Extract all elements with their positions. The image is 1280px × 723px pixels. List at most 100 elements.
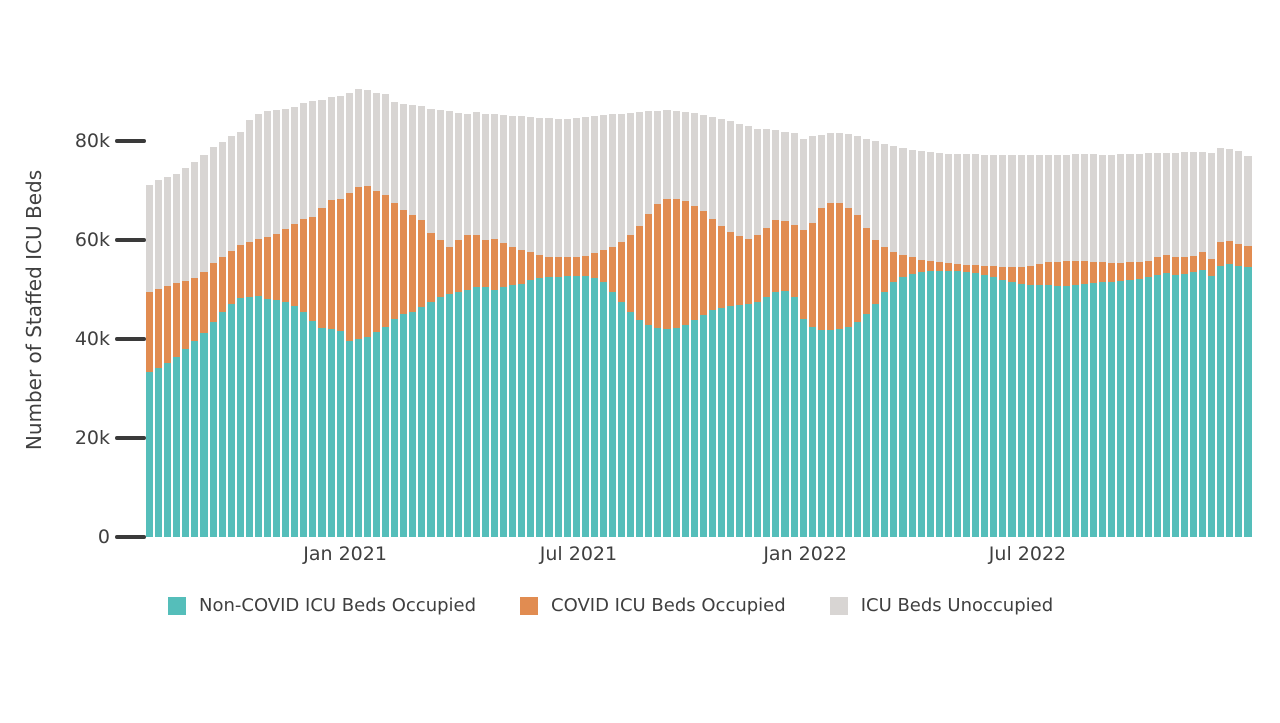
non-covid-segment[interactable] <box>1235 265 1243 537</box>
unoccupied-segment[interactable] <box>799 138 807 231</box>
unoccupied-segment[interactable] <box>944 153 952 263</box>
stacked-bar[interactable] <box>382 93 390 537</box>
stacked-bar[interactable] <box>227 136 235 537</box>
covid-segment[interactable] <box>926 261 934 272</box>
stacked-bar[interactable] <box>590 116 598 537</box>
stacked-bar[interactable] <box>218 142 226 537</box>
non-covid-segment[interactable] <box>663 329 671 537</box>
unoccupied-segment[interactable] <box>881 143 889 248</box>
stacked-bar[interactable] <box>1244 155 1252 537</box>
unoccupied-segment[interactable] <box>518 116 526 250</box>
stacked-bar[interactable] <box>282 108 290 537</box>
unoccupied-segment[interactable] <box>999 154 1007 267</box>
unoccupied-segment[interactable] <box>1226 148 1234 241</box>
stacked-bar[interactable] <box>899 148 907 537</box>
covid-segment[interactable] <box>1180 257 1188 274</box>
non-covid-segment[interactable] <box>1026 284 1034 537</box>
covid-segment[interactable] <box>681 201 689 326</box>
unoccupied-segment[interactable] <box>445 110 453 247</box>
unoccupied-segment[interactable] <box>863 138 871 228</box>
unoccupied-segment[interactable] <box>1162 152 1170 255</box>
non-covid-segment[interactable] <box>318 328 326 537</box>
unoccupied-segment[interactable] <box>318 99 326 208</box>
stacked-bar[interactable] <box>1217 148 1225 537</box>
non-covid-segment[interactable] <box>481 287 489 537</box>
covid-segment[interactable] <box>164 285 172 363</box>
unoccupied-segment[interactable] <box>309 100 317 218</box>
unoccupied-segment[interactable] <box>554 118 562 258</box>
non-covid-segment[interactable] <box>872 304 880 537</box>
non-covid-segment[interactable] <box>200 332 208 537</box>
stacked-bar[interactable] <box>845 134 853 537</box>
non-covid-segment[interactable] <box>218 311 226 537</box>
non-covid-segment[interactable] <box>1199 269 1207 537</box>
unoccupied-segment[interactable] <box>164 177 172 286</box>
covid-segment[interactable] <box>309 217 317 322</box>
stacked-bar[interactable] <box>1108 154 1116 537</box>
non-covid-segment[interactable] <box>717 307 725 537</box>
stacked-bar[interactable] <box>990 154 998 537</box>
unoccupied-segment[interactable] <box>200 155 208 273</box>
stacked-bar[interactable] <box>1153 153 1161 537</box>
stacked-bar[interactable] <box>1044 154 1052 537</box>
non-covid-segment[interactable] <box>509 284 517 537</box>
covid-segment[interactable] <box>899 254 907 278</box>
unoccupied-segment[interactable] <box>282 108 290 230</box>
unoccupied-segment[interactable] <box>327 96 335 200</box>
unoccupied-segment[interactable] <box>808 136 816 223</box>
stacked-bar[interactable] <box>1235 150 1243 537</box>
unoccupied-segment[interactable] <box>590 116 598 254</box>
non-covid-segment[interactable] <box>981 274 989 537</box>
covid-segment[interactable] <box>382 195 390 327</box>
stacked-bar[interactable] <box>400 103 408 537</box>
covid-segment[interactable] <box>300 219 308 312</box>
stacked-bar[interactable] <box>699 115 707 537</box>
unoccupied-segment[interactable] <box>599 115 607 250</box>
unoccupied-segment[interactable] <box>1081 154 1089 262</box>
stacked-bar[interactable] <box>963 154 971 537</box>
non-covid-segment[interactable] <box>654 328 662 537</box>
non-covid-segment[interactable] <box>518 283 526 537</box>
unoccupied-segment[interactable] <box>963 154 971 265</box>
non-covid-segment[interactable] <box>554 276 562 537</box>
unoccupied-segment[interactable] <box>890 145 898 253</box>
covid-segment[interactable] <box>699 211 707 316</box>
covid-segment[interactable] <box>1235 243 1243 266</box>
stacked-bar[interactable] <box>236 132 244 537</box>
unoccupied-segment[interactable] <box>1135 153 1143 262</box>
covid-segment[interactable] <box>854 215 862 322</box>
non-covid-segment[interactable] <box>291 305 299 537</box>
covid-segment[interactable] <box>1144 260 1152 278</box>
stacked-bar[interactable] <box>445 110 453 537</box>
stacked-bar[interactable] <box>1071 154 1080 537</box>
non-covid-segment[interactable] <box>736 305 744 537</box>
unoccupied-segment[interactable] <box>490 113 499 240</box>
stacked-bar[interactable] <box>690 113 698 537</box>
non-covid-segment[interactable] <box>808 326 816 537</box>
stacked-bar[interactable] <box>1035 154 1043 537</box>
stacked-bar[interactable] <box>872 141 880 537</box>
covid-segment[interactable] <box>727 232 735 307</box>
unoccupied-segment[interactable] <box>1144 153 1152 261</box>
unoccupied-segment[interactable] <box>636 112 644 227</box>
unoccupied-segment[interactable] <box>1099 154 1107 263</box>
stacked-bar[interactable] <box>182 168 190 537</box>
unoccupied-segment[interactable] <box>681 111 689 202</box>
covid-segment[interactable] <box>572 257 580 276</box>
non-covid-segment[interactable] <box>690 320 698 537</box>
stacked-bar[interactable] <box>1053 154 1061 537</box>
stacked-bar[interactable] <box>363 90 371 537</box>
stacked-bar[interactable] <box>427 108 435 537</box>
covid-segment[interactable] <box>1189 256 1198 273</box>
unoccupied-segment[interactable] <box>917 151 925 260</box>
unoccupied-segment[interactable] <box>291 106 299 225</box>
unoccupied-segment[interactable] <box>418 106 426 221</box>
non-covid-segment[interactable] <box>1117 281 1125 537</box>
unoccupied-segment[interactable] <box>1189 151 1198 257</box>
unoccupied-segment[interactable] <box>690 113 698 207</box>
unoccupied-segment[interactable] <box>972 154 980 266</box>
non-covid-segment[interactable] <box>1144 277 1152 537</box>
stacked-bar[interactable] <box>518 116 526 537</box>
unoccupied-segment[interactable] <box>826 133 834 203</box>
non-covid-segment[interactable] <box>536 278 544 537</box>
